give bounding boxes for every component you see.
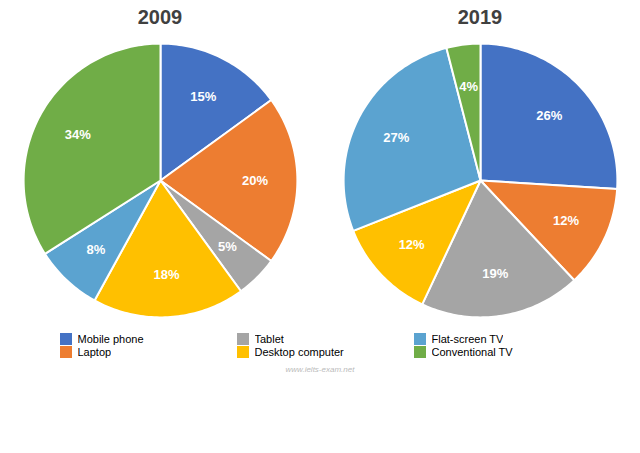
svg-text:15%: 15% [190,88,216,103]
svg-text:34%: 34% [65,127,91,142]
svg-text:20%: 20% [242,173,268,188]
svg-text:19%: 19% [482,266,508,281]
html-text:Laptop: Laptop [77,346,112,358]
html-text:Flat-screen TV: Flat-screen TV [431,333,504,345]
html-text:Tablet: Tablet [254,333,284,345]
html-text:2019: 2019 [457,6,503,28]
html-text:www.ielts-exam.net: www.ielts-exam.net [285,364,355,374]
svg-text:12%: 12% [553,213,579,228]
html-text:Mobile phone: Mobile phone [77,333,144,345]
html-text:Conventional TV: Conventional TV [431,346,513,358]
svg-text:12%: 12% [399,237,425,252]
svg-text:26%: 26% [536,108,562,123]
svg-text:4%: 4% [459,79,478,94]
svg-text:8%: 8% [86,242,105,257]
svg-text:5%: 5% [218,239,237,254]
svg-text:27%: 27% [383,130,409,145]
html-text:Desktop computer: Desktop computer [254,346,344,358]
svg-text:18%: 18% [153,267,179,282]
html-text:2009: 2009 [137,6,183,28]
